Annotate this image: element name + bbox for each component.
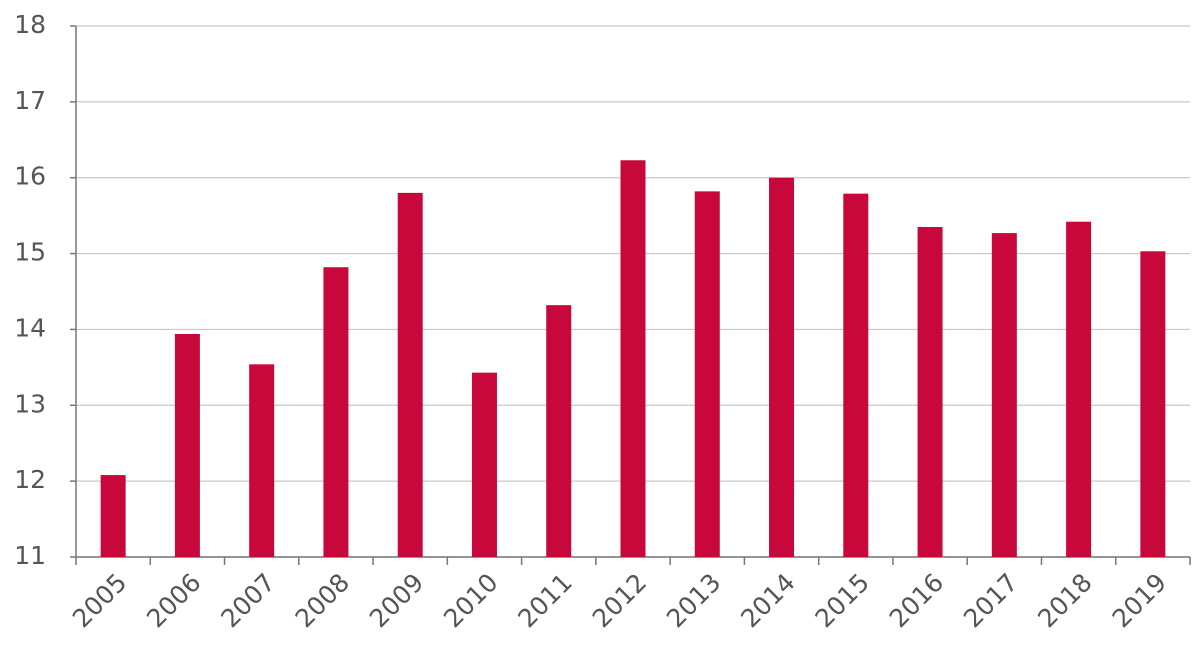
x-tick-label: 2005 <box>67 568 132 633</box>
bar <box>471 372 497 557</box>
x-tick-label: 2013 <box>661 568 726 633</box>
bar <box>323 267 349 557</box>
bar <box>249 364 275 557</box>
x-tick-label: 2012 <box>587 568 652 633</box>
y-tick-label: 17 <box>14 86 46 115</box>
x-tick-label: 2014 <box>735 568 800 633</box>
y-tick-label: 16 <box>14 162 46 191</box>
bar <box>174 333 200 557</box>
bar <box>100 475 126 557</box>
bar <box>620 160 646 557</box>
bar <box>397 192 423 557</box>
y-tick-label: 11 <box>14 541 46 570</box>
bar <box>694 191 720 557</box>
bar <box>991 233 1017 557</box>
y-tick-label: 18 <box>14 10 46 39</box>
x-tick-label: 2006 <box>141 568 206 633</box>
bar <box>843 193 869 557</box>
bar <box>1140 251 1166 557</box>
x-tick-label: 2017 <box>958 568 1023 633</box>
x-tick-label: 2008 <box>290 568 355 633</box>
x-tick-label: 2009 <box>364 568 429 633</box>
x-tick-label: 2018 <box>1032 568 1097 633</box>
x-tick-label: 2011 <box>512 568 577 633</box>
x-tick-label: 2019 <box>1107 568 1172 633</box>
x-tick-label: 2010 <box>438 568 503 633</box>
y-tick-label: 15 <box>14 238 46 267</box>
x-tick-label: 2007 <box>215 568 280 633</box>
bar <box>917 227 943 557</box>
x-tick-label: 2015 <box>809 568 874 633</box>
y-tick-label: 12 <box>14 465 46 494</box>
bar <box>1066 221 1092 557</box>
y-tick-label: 13 <box>14 389 46 418</box>
x-tick-label: 2016 <box>884 568 949 633</box>
y-tick-label: 14 <box>14 313 46 342</box>
bar <box>546 305 572 557</box>
bar <box>769 177 795 557</box>
